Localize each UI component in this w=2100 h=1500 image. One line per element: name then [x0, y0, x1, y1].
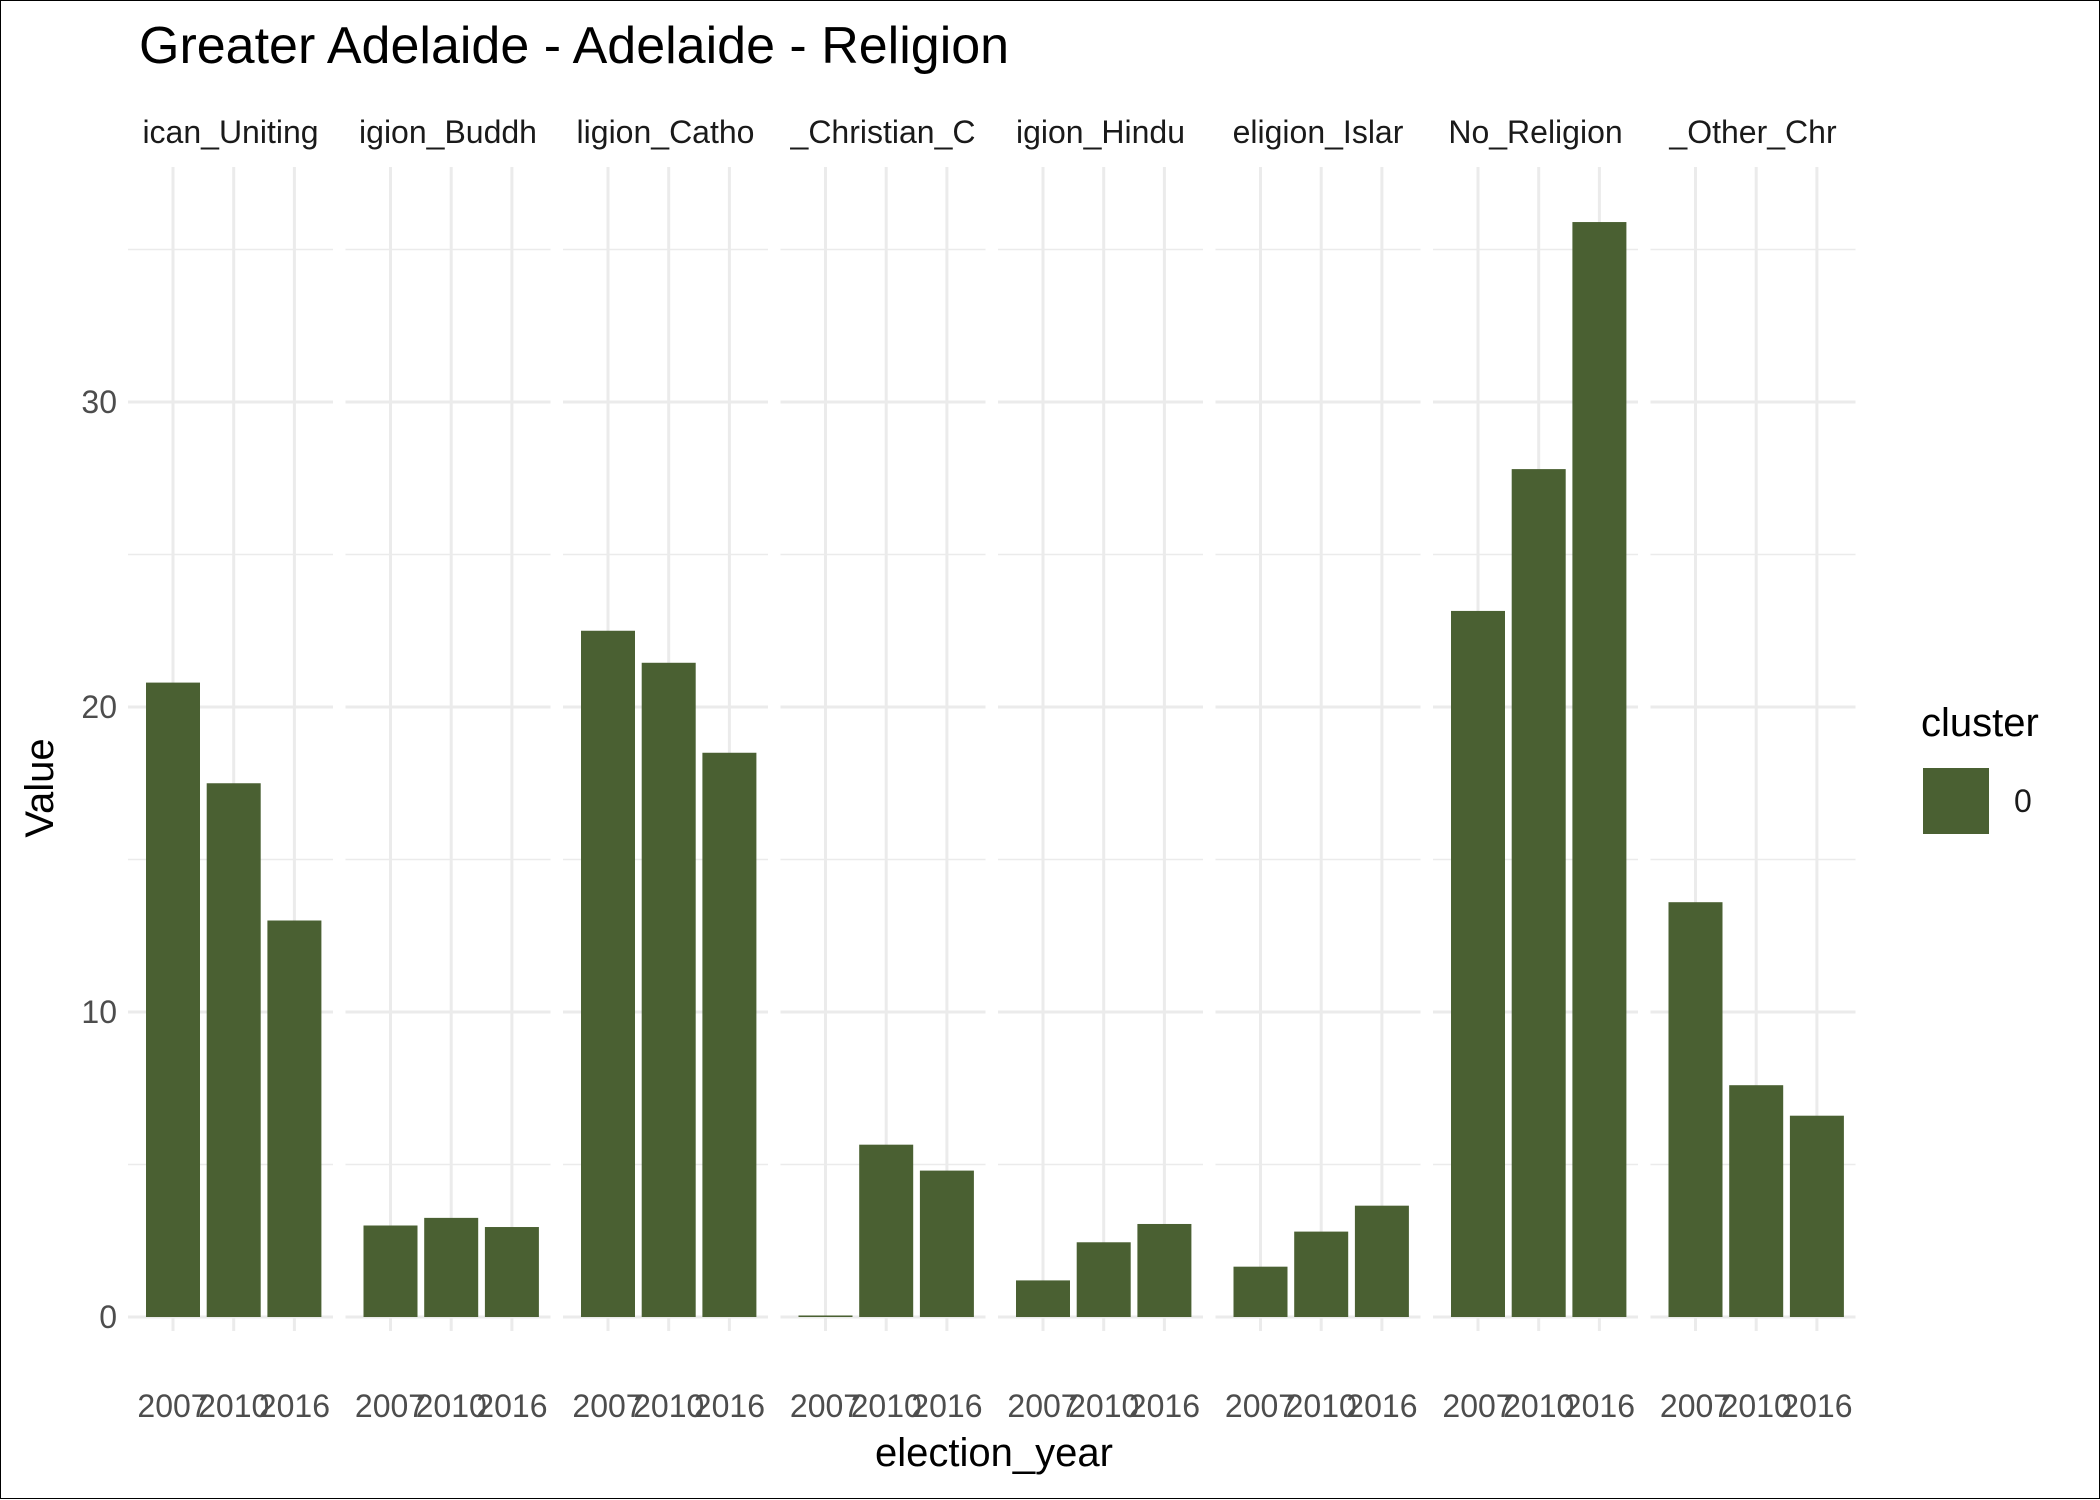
x-tick-label: 2007 — [790, 1388, 861, 1424]
x-tick-label: 2007 — [137, 1388, 208, 1424]
bar — [1354, 1205, 1409, 1317]
facet-label: eligion_Islar — [1233, 114, 1404, 150]
facet-label: ligion_Catho — [577, 114, 755, 150]
bar — [1572, 222, 1627, 1317]
bar — [1076, 1242, 1131, 1317]
legend-swatch — [1923, 768, 1989, 834]
bar — [641, 662, 696, 1317]
bar — [919, 1170, 974, 1317]
x-tick-label: 2010 — [1503, 1388, 1574, 1424]
bar — [146, 682, 200, 1317]
facet-labels: ican_Uniting igion_Buddh ligion_Catho _Chri… — [142, 114, 1836, 150]
x-tick-label: 2016 — [1564, 1388, 1635, 1424]
y-axis-title: Value — [18, 738, 62, 837]
legend-title: cluster — [1921, 701, 2039, 745]
bar — [798, 1315, 853, 1317]
bar — [206, 783, 261, 1317]
bar — [1294, 1231, 1349, 1317]
x-tick-label: 2007 — [355, 1388, 426, 1424]
x-tick-label: 2007 — [1007, 1388, 1078, 1424]
bar — [484, 1227, 539, 1317]
facet-label: _Other_Chr — [1668, 114, 1837, 150]
x-tick-label: 2010 — [1068, 1388, 1139, 1424]
y-tick-label: 20 — [81, 689, 117, 725]
facet-label: _Christian_C — [790, 114, 976, 150]
bar — [702, 752, 757, 1317]
x-tick-label: 2007 — [572, 1388, 643, 1424]
bar — [1668, 902, 1723, 1317]
x-tick-label: 2010 — [198, 1388, 269, 1424]
x-tick-label: 2010 — [633, 1388, 704, 1424]
x-tick-label: 2016 — [259, 1388, 330, 1424]
bars-layer — [146, 222, 1844, 1318]
bar — [581, 630, 635, 1317]
bar — [363, 1225, 418, 1317]
x-tick-label: 2016 — [911, 1388, 982, 1424]
y-axis: 0 10 20 30 — [81, 384, 117, 1335]
y-tick-label: 0 — [99, 1299, 117, 1335]
x-tick-label: 2016 — [1346, 1388, 1417, 1424]
bar — [859, 1144, 914, 1317]
legend-label: 0 — [2014, 783, 2032, 819]
facet-label: igion_Hindu — [1016, 114, 1185, 150]
y-tick-label: 30 — [81, 384, 117, 420]
bar — [1137, 1223, 1192, 1317]
legend: cluster 0 — [1921, 701, 2039, 834]
x-tick-label: 2010 — [1721, 1388, 1792, 1424]
bar — [1016, 1280, 1070, 1317]
x-tick-label: 2007 — [1442, 1388, 1513, 1424]
bar — [1789, 1115, 1844, 1317]
bar — [1451, 610, 1505, 1317]
x-axis-title: election_year — [875, 1431, 1113, 1475]
x-tick-label: 2007 — [1225, 1388, 1296, 1424]
bar — [424, 1217, 479, 1317]
x-tick-label: 2010 — [416, 1388, 487, 1424]
y-tick-label: 10 — [81, 994, 117, 1030]
x-tick-label: 2016 — [1129, 1388, 1200, 1424]
x-tick-label: 2010 — [1286, 1388, 1357, 1424]
bar — [267, 920, 322, 1317]
facet-label: ican_Uniting — [142, 114, 318, 150]
x-tick-label: 2016 — [476, 1388, 547, 1424]
bar — [1233, 1266, 1288, 1317]
chart-title: Greater Adelaide - Adelaide - Religion — [139, 17, 1009, 75]
facet-label: No_Religion — [1448, 114, 1622, 150]
x-tick-label: 2010 — [851, 1388, 922, 1424]
facet-label: igion_Buddh — [359, 114, 537, 150]
x-tick-label: 2016 — [1781, 1388, 1852, 1424]
x-tick-label: 2007 — [1660, 1388, 1731, 1424]
x-tick-label: 2016 — [694, 1388, 765, 1424]
bar — [1511, 469, 1566, 1318]
bar — [1729, 1085, 1784, 1317]
